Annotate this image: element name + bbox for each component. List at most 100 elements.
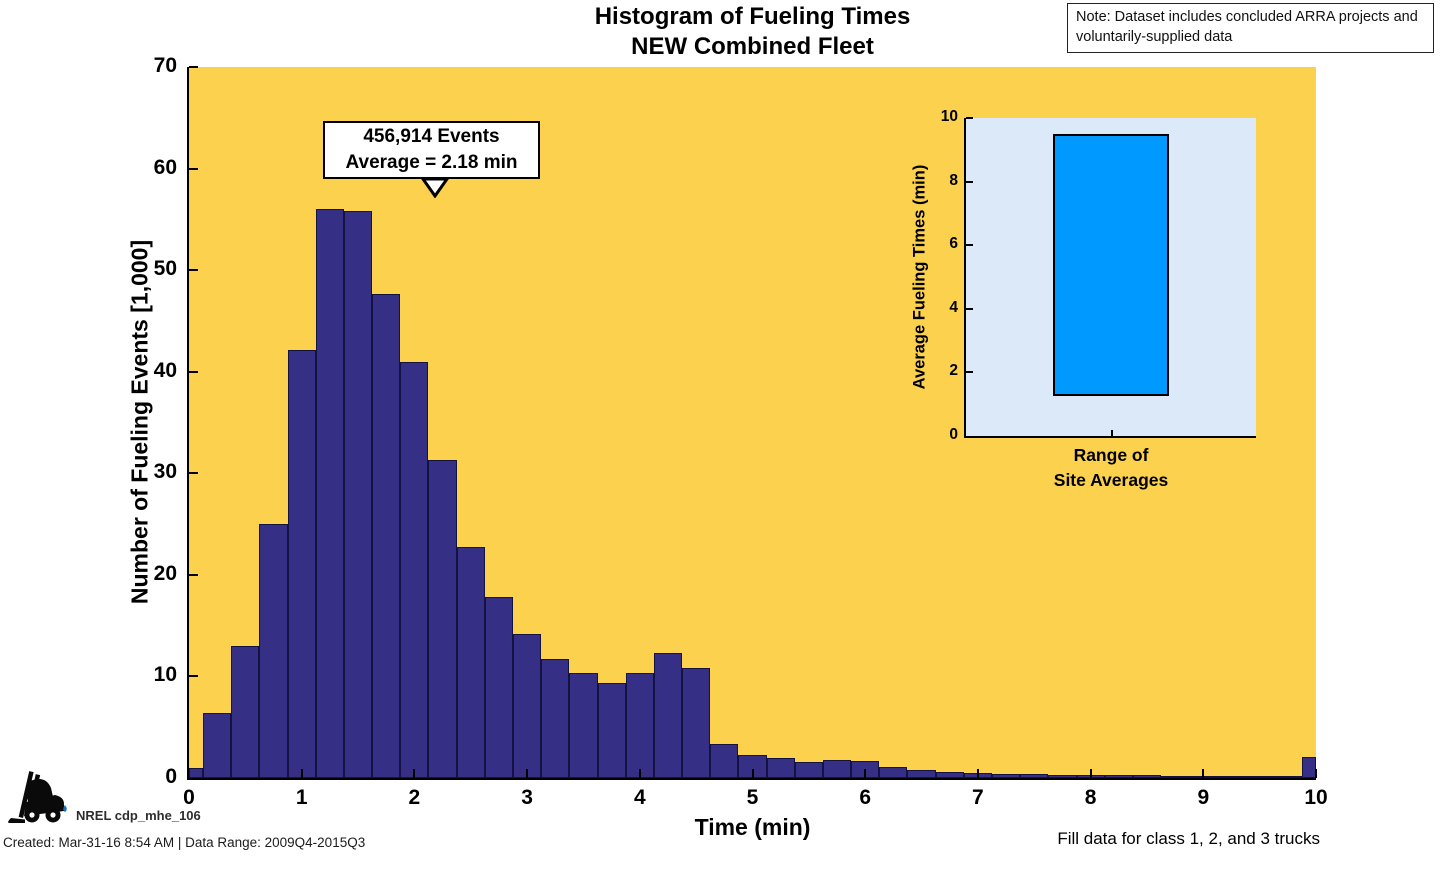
histogram-bar bbox=[1273, 775, 1302, 778]
note-box: Note: Dataset includes concluded ARRA pr… bbox=[1067, 3, 1434, 53]
histogram-bar bbox=[400, 361, 429, 778]
histogram-bar bbox=[1217, 775, 1246, 778]
inset-y-axis-tick bbox=[966, 307, 973, 310]
histogram-bar bbox=[1020, 774, 1049, 778]
histogram-bar bbox=[625, 673, 654, 778]
histogram-bar bbox=[1048, 774, 1077, 778]
histogram-bar bbox=[1161, 775, 1190, 778]
histogram-bar bbox=[1301, 756, 1316, 778]
histogram-bar bbox=[1245, 775, 1274, 778]
histogram-bar bbox=[822, 760, 852, 778]
y-axis-tick bbox=[189, 167, 198, 170]
y-tick-label: 10 bbox=[153, 663, 177, 687]
inset-y-axis-tick bbox=[966, 244, 973, 247]
x-axis-tick bbox=[526, 769, 529, 778]
x-axis-label: Time (min) bbox=[694, 814, 811, 840]
y-tick-label: 30 bbox=[153, 460, 177, 484]
y-tick-label: 70 bbox=[153, 54, 177, 77]
range-bar bbox=[1053, 133, 1169, 397]
x-axis-tick bbox=[1089, 769, 1092, 778]
histogram-bar bbox=[1132, 775, 1162, 778]
x-tick-label: 3 bbox=[521, 786, 533, 809]
inset-y-tick-label: 2 bbox=[949, 362, 958, 380]
x-tick-label: 0 bbox=[183, 786, 195, 809]
histogram-bar bbox=[372, 293, 401, 778]
inset-y-axis-tick bbox=[966, 117, 973, 119]
inset-x-axis-label: Range of Site Averages bbox=[966, 443, 1256, 494]
forklift-logo-icon bbox=[8, 771, 67, 823]
y-tick-label: 50 bbox=[153, 257, 177, 281]
histogram-bar bbox=[189, 767, 204, 778]
histogram-bar bbox=[484, 597, 513, 778]
histogram-bar bbox=[456, 547, 485, 778]
annotation-events-count: 456,914 Events bbox=[363, 126, 500, 148]
note-text-line2: voluntarily-supplied data bbox=[1076, 29, 1233, 45]
y-axis-tick bbox=[189, 675, 198, 678]
y-axis-tick bbox=[189, 472, 198, 475]
histogram-bar bbox=[682, 668, 711, 778]
histogram-bar bbox=[879, 766, 908, 778]
histogram-bar bbox=[653, 653, 683, 778]
histogram-bar bbox=[569, 673, 598, 778]
x-tick-label: 10 bbox=[1304, 786, 1328, 809]
histogram-bar bbox=[259, 524, 288, 778]
histogram-bar bbox=[1104, 775, 1133, 778]
x-axis-tick bbox=[864, 769, 867, 778]
histogram-bar bbox=[991, 773, 1021, 778]
inset-y-tick-label: 0 bbox=[949, 426, 958, 443]
histogram-bar bbox=[597, 682, 626, 778]
annotation-arrow-icon bbox=[420, 177, 450, 198]
inset-y-axis-label: Average Fueling Times (min) bbox=[910, 164, 929, 390]
x-axis-tick bbox=[976, 769, 979, 778]
x-tick-label: 1 bbox=[295, 786, 308, 809]
histogram-bar bbox=[513, 633, 542, 778]
dataset-id-label: NREL cdp_mhe_106 bbox=[76, 808, 201, 823]
y-axis-tick bbox=[189, 66, 198, 68]
x-axis-tick bbox=[638, 769, 641, 778]
histogram-bar bbox=[794, 762, 823, 778]
inset-x-axis-label-line2: Site Averages bbox=[1053, 470, 1169, 491]
histogram-bar bbox=[541, 659, 570, 778]
inset-x-axis-label-line1: Range of bbox=[1073, 445, 1149, 465]
fill-data-note: Fill data for class 1, 2, and 3 trucks bbox=[1057, 829, 1320, 848]
y-tick-label: 40 bbox=[153, 358, 177, 382]
histogram-bar bbox=[231, 645, 260, 778]
inset-y-tick-label: 8 bbox=[949, 171, 958, 189]
annotation-callout: 456,914 Events Average = 2.18 min bbox=[323, 121, 540, 179]
x-axis-tick bbox=[300, 769, 303, 778]
y-tick-label: 0 bbox=[165, 765, 177, 788]
inset-y-tick-label: 4 bbox=[949, 298, 958, 316]
histogram-bar bbox=[287, 350, 316, 778]
histogram-bar bbox=[315, 209, 344, 778]
chart-title-line1: Histogram of Fueling Times bbox=[594, 3, 911, 30]
x-axis-tick bbox=[751, 769, 754, 778]
histogram-bars-layer bbox=[189, 67, 1316, 778]
y-axis-tick bbox=[189, 573, 198, 576]
annotation-average: Average = 2.18 min bbox=[345, 152, 518, 173]
x-tick-label: 9 bbox=[1197, 786, 1210, 809]
histogram-bar bbox=[710, 744, 739, 778]
note-text-line1: Note: Dataset includes concluded ARRA pr… bbox=[1076, 9, 1418, 25]
y-axis-tick bbox=[189, 269, 198, 272]
x-tick-label: 5 bbox=[746, 786, 759, 809]
y-tick-label: 60 bbox=[153, 155, 177, 179]
chart-title: Histogram of Fueling Times NEW Combined … bbox=[189, 2, 1316, 62]
x-tick-label: 8 bbox=[1084, 786, 1097, 809]
histogram-bar bbox=[935, 772, 964, 778]
y-axis-tick bbox=[189, 370, 198, 373]
x-tick-label: 6 bbox=[859, 786, 872, 809]
chart-title-line2: NEW Combined Fleet bbox=[631, 33, 874, 60]
y-tick-label: 20 bbox=[153, 561, 177, 585]
y-axis-label: Number of Fueling Events [1,000] bbox=[126, 239, 153, 605]
inset-y-tick-label: 6 bbox=[949, 235, 958, 253]
inset-y-axis-tick bbox=[966, 180, 973, 183]
inset-y-tick-label: 10 bbox=[940, 108, 958, 125]
logo-drop-icon bbox=[63, 805, 67, 812]
histogram-bar bbox=[428, 460, 457, 778]
histogram-bar bbox=[907, 769, 936, 778]
axis-ticks-layer: 0 1 2 3 4 5 6 7 8 9 10 0 10 20 30 40 50 60 70 bbox=[154, 54, 1328, 809]
x-tick-label: 2 bbox=[408, 786, 421, 809]
histogram-bar bbox=[343, 211, 373, 778]
created-date-label: Created: Mar-31-16 8:54 AM | Data Range:… bbox=[3, 835, 366, 850]
